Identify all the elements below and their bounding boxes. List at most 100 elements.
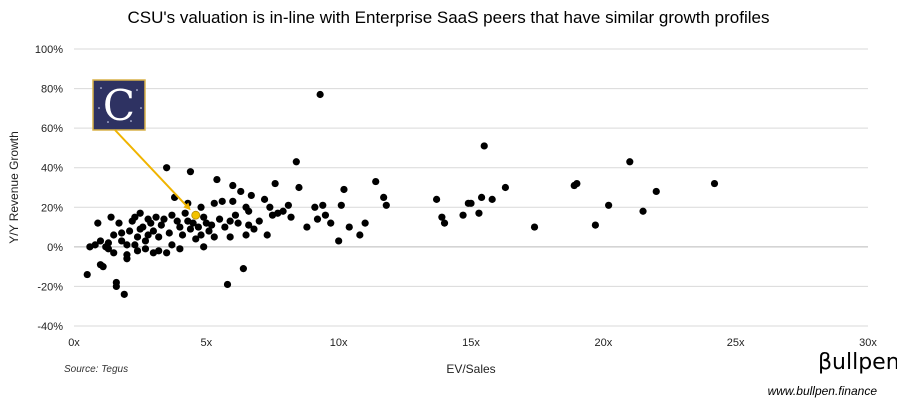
data-point bbox=[152, 213, 160, 221]
data-point bbox=[459, 211, 467, 219]
data-point bbox=[112, 282, 120, 291]
data-point bbox=[226, 233, 234, 241]
bullpen-logo: βullpen bbox=[818, 350, 897, 375]
data-point bbox=[626, 158, 634, 166]
data-point bbox=[345, 223, 353, 231]
data-point bbox=[123, 255, 131, 263]
data-point bbox=[218, 197, 226, 205]
data-point bbox=[208, 221, 216, 229]
data-point bbox=[284, 201, 292, 209]
data-point bbox=[168, 211, 176, 219]
data-point bbox=[83, 270, 91, 279]
data-point bbox=[107, 213, 115, 221]
y-tick-label: 100% bbox=[35, 44, 63, 56]
data-point bbox=[279, 207, 287, 215]
data-point bbox=[136, 209, 144, 217]
data-point bbox=[245, 221, 253, 229]
data-point bbox=[178, 231, 187, 239]
data-point bbox=[237, 187, 245, 196]
data-point bbox=[186, 168, 195, 176]
data-point bbox=[229, 181, 237, 190]
data-point bbox=[263, 231, 271, 239]
x-axis-title: EV/Sales bbox=[446, 362, 495, 376]
data-point bbox=[176, 245, 184, 253]
chart-title: CSU's valuation is in-line with Enterpri… bbox=[127, 8, 770, 27]
data-point bbox=[165, 229, 173, 237]
data-point bbox=[123, 241, 131, 249]
data-point bbox=[104, 239, 113, 247]
data-point bbox=[192, 235, 200, 243]
x-tick-label: 5x bbox=[201, 337, 213, 349]
bullpen-url: www.bullpen.finance bbox=[767, 384, 877, 398]
data-point bbox=[155, 247, 163, 255]
data-point bbox=[133, 247, 142, 255]
annotation-arrowhead bbox=[183, 202, 191, 211]
data-point bbox=[213, 175, 221, 184]
data-point bbox=[605, 201, 613, 209]
logo-star bbox=[107, 121, 109, 123]
data-point bbox=[467, 199, 475, 207]
y-axis-title: Y/Y Revenue Growth bbox=[7, 131, 21, 244]
data-point bbox=[316, 90, 324, 99]
annotation-arrow bbox=[114, 129, 190, 209]
data-point bbox=[287, 213, 295, 221]
y-tick-label: 0% bbox=[47, 242, 63, 254]
data-point bbox=[99, 263, 107, 271]
csu-logo-letter: C bbox=[103, 81, 135, 130]
data-point bbox=[382, 201, 390, 209]
data-point bbox=[245, 207, 253, 215]
data-point bbox=[144, 231, 152, 239]
data-point bbox=[488, 195, 496, 203]
data-point bbox=[591, 221, 599, 229]
data-point bbox=[247, 191, 255, 200]
data-point bbox=[710, 179, 719, 188]
data-point bbox=[200, 213, 208, 221]
data-point bbox=[361, 219, 369, 227]
data-point bbox=[141, 237, 150, 245]
data-point bbox=[210, 233, 218, 241]
data-point bbox=[94, 219, 102, 227]
data-point bbox=[168, 241, 176, 249]
data-point bbox=[194, 223, 202, 231]
data-point bbox=[639, 207, 647, 215]
data-point bbox=[271, 179, 279, 188]
data-point bbox=[380, 193, 388, 201]
csu-annotation: C bbox=[92, 79, 201, 220]
csu-highlight-point bbox=[191, 210, 201, 220]
data-point bbox=[242, 231, 250, 239]
data-point bbox=[652, 187, 660, 196]
data-point bbox=[475, 209, 483, 217]
data-point bbox=[110, 249, 118, 257]
data-point bbox=[440, 219, 449, 227]
data-point bbox=[120, 290, 128, 298]
logo-star bbox=[130, 120, 132, 122]
y-tick-label: -20% bbox=[37, 281, 63, 293]
logo-star bbox=[100, 87, 102, 89]
data-point bbox=[266, 203, 274, 211]
data-point bbox=[118, 237, 126, 245]
data-point bbox=[186, 225, 195, 233]
y-axis-ticks: -40% -20% 0% 20% 40% 60% 80% 100% bbox=[35, 44, 63, 333]
data-point bbox=[340, 185, 348, 194]
x-tick-label: 30x bbox=[859, 337, 877, 349]
x-axis-ticks: 0x 5x 10x 15x 20x 25x 30x bbox=[68, 337, 877, 349]
data-point bbox=[173, 217, 181, 225]
data-point bbox=[432, 195, 441, 203]
data-point bbox=[234, 219, 242, 227]
data-point bbox=[181, 209, 189, 217]
data-point bbox=[189, 219, 197, 227]
source-note: Source: Tegus bbox=[64, 364, 129, 375]
y-tick-label: 20% bbox=[41, 202, 63, 214]
data-point bbox=[321, 211, 330, 219]
data-point bbox=[311, 203, 319, 211]
data-point bbox=[197, 203, 205, 211]
data-point bbox=[133, 233, 142, 241]
data-point bbox=[147, 219, 155, 227]
data-point bbox=[229, 197, 237, 205]
data-point bbox=[223, 280, 232, 289]
data-point bbox=[239, 265, 247, 273]
data-points bbox=[83, 90, 719, 298]
y-tick-label: 40% bbox=[41, 163, 63, 175]
data-point bbox=[480, 142, 488, 150]
